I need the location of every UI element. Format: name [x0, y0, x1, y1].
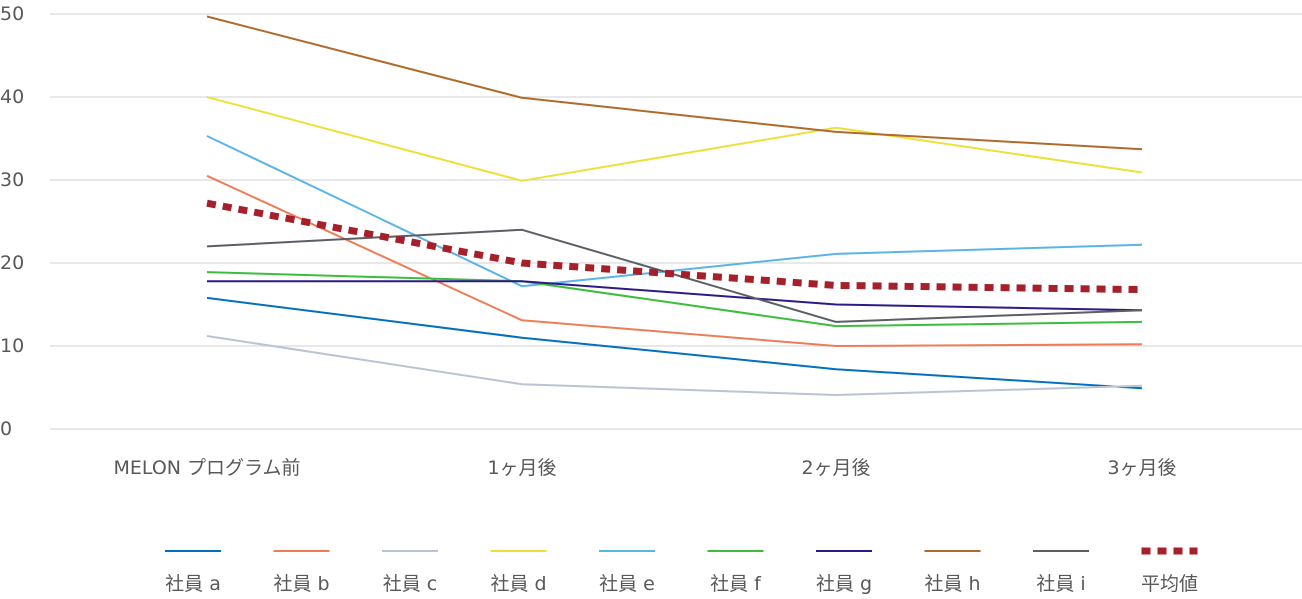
grid — [50, 13, 1302, 430]
legend-label-5: 社員 f — [710, 573, 762, 595]
y-tick-label: 30 — [0, 169, 24, 191]
series-line-0 — [206, 296, 1143, 390]
legend-label-8: 社員 i — [1036, 573, 1085, 595]
y-tick-label: 20 — [0, 252, 24, 274]
x-axis-ticks: MELON プログラム前 1ヶ月後 2ヶ月後 3ヶ月後 — [114, 457, 1177, 479]
x-tick-label: 1ヶ月後 — [487, 457, 556, 479]
legend-label-2: 社員 c — [383, 573, 438, 595]
series-line-8 — [206, 228, 1143, 323]
legend-label-0: 社員 a — [165, 573, 221, 595]
series-line-9 — [206, 199, 1143, 294]
legend-label-9: 平均値 — [1141, 573, 1198, 595]
series-line-6 — [207, 280, 1143, 312]
x-tick-label: 3ヶ月後 — [1107, 457, 1176, 479]
y-tick-label: 0 — [0, 418, 12, 440]
legend-label-7: 社員 h — [924, 573, 980, 595]
series-line-2 — [206, 335, 1143, 396]
series-line-3 — [206, 96, 1143, 182]
y-axis-ticks: 0 10 20 30 40 50 — [0, 3, 24, 440]
legend-label-6: 社員 g — [816, 573, 872, 595]
y-tick-label: 10 — [0, 335, 24, 357]
x-tick-label: 2ヶ月後 — [801, 457, 870, 479]
series-line-5 — [206, 271, 1143, 328]
series-lines — [206, 15, 1143, 396]
legend-label-3: 社員 d — [490, 573, 546, 595]
legend-label-4: 社員 e — [599, 573, 655, 595]
series-line-7 — [206, 15, 1143, 151]
legend-label-1: 社員 b — [273, 573, 329, 595]
y-tick-label: 40 — [0, 86, 24, 108]
x-tick-label: MELON プログラム前 — [114, 457, 301, 479]
series-line-4 — [206, 135, 1143, 288]
legend: 社員 a 社員 b 社員 c 社員 d 社員 e 社員 f 社員 g 社員 h 社員 i 平均値 — [165, 547, 1198, 595]
series-line-1 — [206, 174, 1143, 347]
y-tick-label: 50 — [0, 3, 24, 25]
